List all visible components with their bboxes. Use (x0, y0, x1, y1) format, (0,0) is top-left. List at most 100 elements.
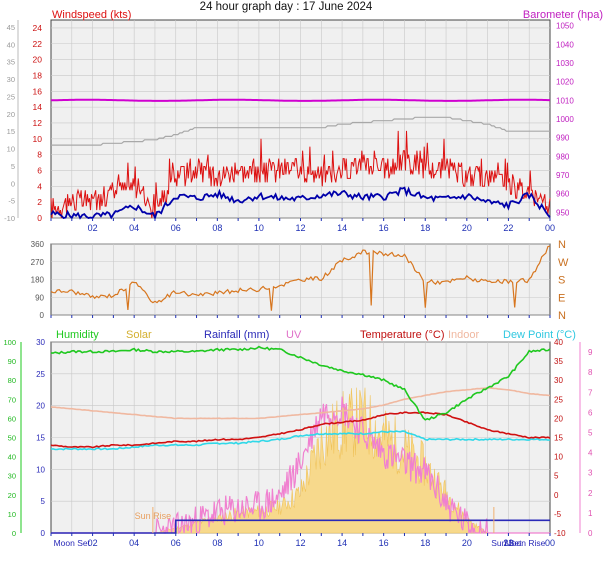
outer-scale-series (51, 116, 550, 146)
humidity-tick: 10 (8, 510, 16, 519)
multi-hour-label: 22 (503, 538, 513, 548)
sunrise-label: Sun Rise (135, 511, 172, 521)
temperature-tick: -10 (554, 529, 566, 538)
windspeed-tick: 10 (33, 134, 43, 144)
uv-tick: 2 (588, 489, 593, 498)
humidity-tick: 90 (8, 357, 16, 366)
humidity-tick: 0 (12, 529, 16, 538)
windspeed-tick: 20 (33, 55, 43, 65)
multi-hour-label: 04 (129, 538, 139, 548)
windspeed-series (50, 130, 551, 219)
barometer-tick: 1010 (556, 96, 574, 105)
windspeed-tick: 12 (33, 118, 43, 128)
legend-solar: Solar (126, 329, 152, 341)
outer-scale-tick: 10 (7, 145, 15, 154)
multi-hour-label: 16 (379, 538, 389, 548)
barometer-tick: 1020 (556, 78, 574, 87)
temperature-tick: 40 (554, 338, 563, 347)
direction-tick: 0 (40, 311, 45, 320)
temperature-tick: 30 (554, 376, 563, 385)
legend-indoor: Indoor (448, 329, 480, 341)
multi-hour-label: 00 (545, 538, 555, 548)
wind-grid (51, 20, 550, 219)
uv-tick: 1 (588, 509, 593, 518)
humidity-tick: 40 (8, 453, 16, 462)
chart-title: 24 hour graph day : 17 June 2024 (200, 1, 373, 13)
outer-scale-tick: -5 (8, 197, 15, 206)
legend-temperature: Temperature (°C) (360, 329, 444, 341)
legend-rainfall: Rainfall (mm) (204, 329, 269, 341)
humidity-tick: 100 (3, 338, 16, 347)
rain-tick: 30 (36, 338, 45, 347)
compass-tick: E (558, 292, 565, 304)
multi-axes: 02 04 06 08 10 12 14 16 18 20 22 000102030405060708… (3, 338, 593, 548)
wind-average-series (50, 186, 551, 221)
outer-scale-tick: 35 (7, 58, 15, 67)
wind-hour-label: 12 (295, 223, 305, 233)
moonset-label: Moon Set (54, 538, 91, 548)
windspeed-tick: 2 (37, 197, 42, 207)
windspeed-tick: 22 (33, 39, 43, 49)
windspeed-tick: 0 (37, 213, 42, 223)
direction-series (50, 245, 551, 311)
uv-tick: 5 (588, 428, 593, 437)
wind-series (50, 98, 551, 221)
multi-panel: 02 04 06 08 10 12 14 16 18 20 22 000102030405060708… (3, 329, 593, 548)
humidity-tick: 60 (8, 414, 16, 423)
uv-tick: 3 (588, 469, 593, 478)
wind-hour-label: 08 (212, 223, 222, 233)
windspeed-tick: 4 (37, 181, 42, 191)
wind-axes: 02 04 06 08 10 12 14 16 18 20 22 000246810121416182… (4, 20, 574, 233)
windspeed-tick: 14 (33, 102, 43, 112)
uv-tick: 6 (588, 408, 593, 417)
temperature-tick: 25 (554, 395, 563, 404)
barometer-tick: 990 (556, 134, 570, 143)
compass-tick: N (558, 239, 566, 251)
direction-tick: 360 (31, 240, 45, 249)
temperature-tick: 35 (554, 357, 563, 366)
multi-hour-label: 10 (254, 538, 264, 548)
temperature-tick: -5 (554, 510, 562, 519)
outer-scale-tick: 25 (7, 92, 15, 101)
wind-direction-series (50, 245, 551, 311)
wind-hour-label: 04 (129, 223, 139, 233)
windspeed-tick: 24 (33, 23, 43, 33)
wind-hour-label: 20 (462, 223, 472, 233)
legend-dewpoint: Dew Point (°C) (503, 329, 576, 341)
outer-scale-tick: 20 (7, 110, 15, 119)
humidity-series (50, 345, 551, 421)
temperature-tick: 20 (554, 414, 563, 423)
uv-tick: 4 (588, 449, 593, 458)
multi-hour-label: 18 (420, 538, 430, 548)
barometer-tick: 980 (556, 152, 570, 161)
temperature-tick: 5 (554, 472, 559, 481)
direction-tick: 180 (31, 276, 45, 285)
wind-hour-label: 14 (337, 223, 347, 233)
windspeed-tick: 18 (33, 70, 43, 80)
barometer-tick: 970 (556, 171, 570, 180)
windspeed-tick: 16 (33, 86, 43, 96)
barometer-axis-label: Barometer (hpa) (523, 9, 603, 21)
rain-tick: 5 (41, 497, 46, 506)
wind-panel: 02 04 06 08 10 12 14 16 18 20 22 000246810121416182… (4, 9, 603, 233)
wind-hour-label: 22 (503, 223, 513, 233)
multi-legend: Humidity Solar Rainfall (mm) UV Temperat… (56, 329, 576, 341)
barometer-tick: 1040 (556, 40, 574, 49)
compass-tick: W (558, 257, 569, 269)
rain-tick: 0 (41, 529, 46, 538)
humidity-tick: 30 (8, 472, 16, 481)
barometer-tick: 1000 (556, 115, 574, 124)
multi-hour-label: 14 (337, 538, 347, 548)
direction-tick: 270 (31, 258, 45, 267)
humidity-tick: 50 (8, 434, 16, 443)
barometer-tick: 950 (556, 208, 570, 217)
wind-hour-label: 16 (379, 223, 389, 233)
compass-tick: S (558, 275, 565, 287)
legend-uv: UV (286, 329, 302, 341)
windspeed-tick: 6 (37, 165, 42, 175)
temperature-tick: 10 (554, 453, 563, 462)
rainfall-series (51, 519, 550, 534)
